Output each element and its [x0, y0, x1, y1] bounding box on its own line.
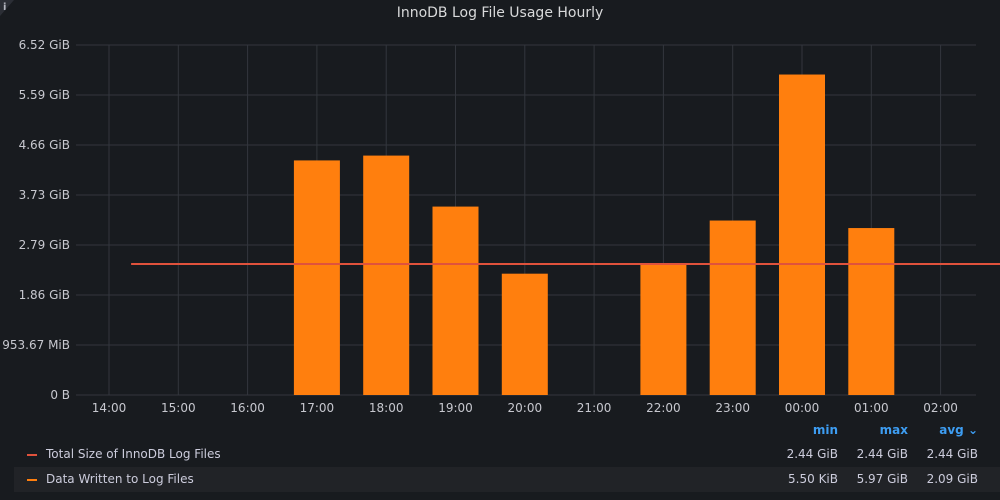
x-tick-label: 21:00	[577, 401, 612, 415]
y-tick-label: 4.66 GiB	[19, 138, 70, 152]
y-tick-label: 1.86 GiB	[19, 288, 70, 302]
x-tick-label: 20:00	[508, 401, 543, 415]
legend-series-name[interactable]: Total Size of InnoDB Log Files	[46, 442, 221, 467]
x-tick-label: 14:00	[92, 401, 127, 415]
legend-min-value: 5.50 KiB	[780, 467, 838, 492]
x-tick-label: 19:00	[438, 401, 473, 415]
legend: min max avg ⌄ Total Size of InnoDB Log F…	[14, 420, 1000, 492]
legend-col-avg[interactable]: avg ⌄	[918, 423, 978, 437]
y-tick-label: 6.52 GiB	[19, 38, 70, 52]
bar	[640, 264, 686, 395]
legend-swatch	[27, 479, 37, 481]
y-tick-label: 2.79 GiB	[19, 238, 70, 252]
legend-avg-value: 2.09 GiB	[918, 467, 978, 492]
y-tick-label: 953.67 MiB	[2, 338, 70, 352]
x-tick-label: 23:00	[715, 401, 750, 415]
y-tick-label: 5.59 GiB	[19, 88, 70, 102]
bar	[710, 221, 756, 395]
legend-swatch	[27, 454, 37, 456]
chart-plot: 0 B 953.67 MiB 1.86 GiB 2.79 GiB 3.73 GiB 4.6…	[0, 0, 1000, 420]
x-tick-label: 22:00	[646, 401, 681, 415]
bar	[433, 207, 479, 395]
legend-col-min[interactable]: min	[780, 423, 838, 437]
legend-avg-value: 2.44 GiB	[918, 442, 978, 467]
bar	[848, 228, 894, 395]
bar	[779, 75, 825, 395]
legend-row-data-written[interactable]: Data Written to Log Files 5.50 KiB 5.97 …	[14, 467, 1000, 492]
y-tick-label: 3.73 GiB	[19, 188, 70, 202]
legend-col-max[interactable]: max	[848, 423, 908, 437]
bar	[363, 156, 409, 395]
x-tick-label: 02:00	[923, 401, 958, 415]
x-tick-label: 15:00	[161, 401, 196, 415]
legend-header: min max avg ⌄	[14, 420, 1000, 442]
x-tick-label: 01:00	[854, 401, 889, 415]
bar	[502, 274, 548, 395]
y-tick-label: 0 B	[50, 388, 70, 402]
legend-min-value: 2.44 GiB	[780, 442, 838, 467]
x-tick-label: 00:00	[785, 401, 820, 415]
legend-max-value: 2.44 GiB	[848, 442, 908, 467]
x-tick-label: 17:00	[300, 401, 335, 415]
x-tick-label: 16:00	[230, 401, 265, 415]
x-tick-label: 18:00	[369, 401, 404, 415]
legend-series-name[interactable]: Data Written to Log Files	[46, 467, 194, 492]
bar	[294, 160, 340, 395]
legend-max-value: 5.97 GiB	[848, 467, 908, 492]
legend-row-log-size[interactable]: Total Size of InnoDB Log Files 2.44 GiB …	[14, 442, 1000, 467]
